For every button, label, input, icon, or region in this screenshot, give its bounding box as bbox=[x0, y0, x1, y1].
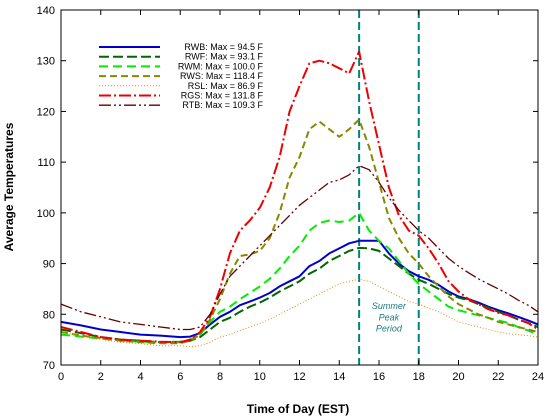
series-line-2 bbox=[60, 211, 539, 344]
x-tick-label: 16 bbox=[373, 371, 385, 383]
series-line-1 bbox=[60, 246, 539, 344]
y-tick-label: 80 bbox=[43, 309, 55, 321]
x-tick-label: 4 bbox=[137, 371, 143, 383]
y-tick-label: 70 bbox=[43, 360, 55, 372]
x-tick-label: 12 bbox=[293, 371, 305, 383]
summer-peak-annotation: Peak bbox=[379, 312, 400, 322]
y-tick-label: 140 bbox=[37, 5, 55, 17]
series-line-5 bbox=[60, 50, 539, 344]
y-tick-label: 120 bbox=[37, 106, 55, 118]
x-tick-label: 8 bbox=[217, 371, 223, 383]
series-line-4 bbox=[60, 278, 539, 348]
summer-peak-annotation: Summer bbox=[372, 301, 407, 311]
series-line-0 bbox=[60, 239, 539, 339]
legend-label-1: RWF: Max = 93.1 F bbox=[185, 52, 264, 62]
y-tick-label: 130 bbox=[37, 56, 55, 68]
x-tick-label: 2 bbox=[98, 371, 104, 383]
legend-label-4: RSL: Max = 86.9 F bbox=[188, 81, 264, 91]
legend-label-0: RWB: Max = 94.5 F bbox=[184, 42, 263, 52]
x-axis-title: Time of Day (EST) bbox=[247, 402, 349, 416]
x-tick-label: 6 bbox=[177, 371, 183, 383]
x-tick-label: 0 bbox=[58, 371, 64, 383]
x-tick-label: 22 bbox=[492, 371, 504, 383]
x-tick-label: 14 bbox=[333, 371, 345, 383]
series-line-3 bbox=[60, 118, 539, 345]
legend-label-3: RWS: Max = 118.4 F bbox=[180, 71, 263, 81]
y-axis-title: Average Temperatures bbox=[2, 122, 16, 251]
legend-label-5: RGS: Max = 131.8 F bbox=[181, 91, 264, 101]
y-tick-label: 100 bbox=[37, 208, 55, 220]
y-tick-label: 90 bbox=[43, 259, 55, 271]
x-tick-label: 18 bbox=[413, 371, 425, 383]
series-line-6 bbox=[60, 165, 539, 331]
legend-label-2: RWM: Max = 100.0 F bbox=[178, 61, 264, 71]
legend-label-6: RTB: Max = 109.3 F bbox=[182, 100, 263, 110]
x-tick-label: 10 bbox=[254, 371, 266, 383]
x-tick-label: 24 bbox=[532, 371, 544, 383]
x-tick-label: 20 bbox=[452, 371, 464, 383]
y-tick-label: 110 bbox=[37, 157, 55, 169]
summer-peak-annotation: Period bbox=[376, 324, 403, 334]
